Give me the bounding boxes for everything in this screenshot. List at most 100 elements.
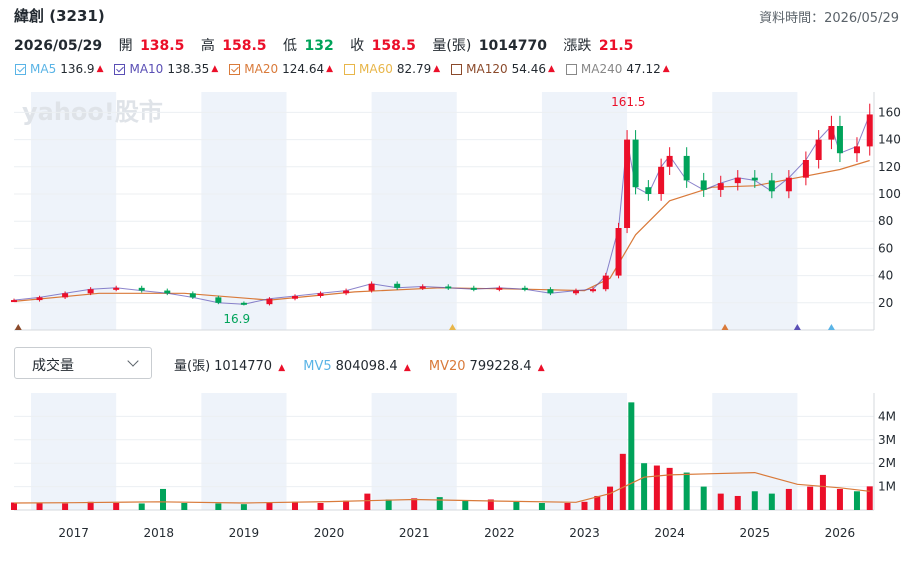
ma-name: MA60: [359, 62, 393, 76]
volume-bar: [87, 501, 94, 510]
volume-bar: [385, 499, 392, 510]
ma-legend-item-ma5[interactable]: MA5 136.9 ▲: [15, 62, 103, 76]
candle: [496, 287, 503, 290]
checkbox-icon[interactable]: [229, 63, 241, 75]
x-tick-label: 2022: [484, 526, 515, 540]
y-tick-label: 60: [878, 241, 893, 255]
candle: [624, 139, 631, 228]
checkbox-icon[interactable]: [565, 63, 577, 75]
volume-bar: [113, 502, 120, 510]
ma-value: 124.64: [282, 62, 325, 76]
volume-bar: [462, 500, 469, 510]
checkbox-icon[interactable]: [114, 63, 126, 75]
ma-legend-item-ma120[interactable]: MA120 54.46 ▲: [451, 62, 555, 76]
x-tick-label: 2023: [569, 526, 600, 540]
volume-bar: [240, 504, 247, 510]
candle: [602, 275, 609, 290]
year-band: [31, 92, 117, 330]
mv5-value: 804098.4: [335, 359, 398, 374]
y-tick-label: 100: [878, 187, 901, 201]
candle: [658, 166, 665, 194]
up-arrow-icon: ▲: [662, 64, 670, 74]
y-tick-label: 80: [878, 214, 893, 228]
x-tick-label: 2026: [825, 526, 856, 540]
volume-bar: [266, 502, 273, 510]
ma-name: MA120: [466, 62, 508, 76]
event-marker-icon: [449, 324, 457, 330]
volume-bar: [564, 502, 571, 510]
year-band: [541, 92, 628, 330]
volume-bar: [291, 501, 298, 510]
ma-legend-item-ma10[interactable]: MA10 138.35 ▲: [114, 62, 218, 76]
candle: [87, 289, 94, 294]
volume-bar: [62, 503, 69, 510]
event-marker-icon: [721, 324, 729, 330]
x-tick-label: 2019: [229, 526, 260, 540]
candle: [700, 180, 707, 190]
candle: [240, 302, 247, 305]
y-tick-label: 3M: [878, 433, 896, 447]
indicator-select[interactable]: 成交量: [14, 347, 152, 379]
checkbox-icon[interactable]: [451, 63, 463, 75]
volume-bar: [717, 493, 724, 510]
y-tick-label: 160: [878, 105, 901, 119]
up-arrow-icon: ▲: [326, 64, 334, 74]
volume-bar: [436, 497, 443, 510]
stock-title: 緯創 (3231): [14, 7, 105, 25]
volume-bar: [700, 486, 707, 510]
x-tick-label: 2020: [314, 526, 345, 540]
volume-bar: [607, 486, 614, 510]
checkbox-icon[interactable]: [344, 63, 356, 75]
candle: [853, 146, 860, 154]
candle: [785, 177, 792, 192]
candle: [547, 289, 554, 294]
y-tick-label: 40: [878, 269, 893, 283]
candle: [866, 114, 873, 147]
up-arrow-icon: ▲: [96, 64, 104, 74]
change-value: 21.5: [598, 38, 634, 54]
candle: [445, 286, 452, 289]
y-tick-label: 1M: [878, 480, 896, 494]
data-timestamp: 資料時間：2026/05/29: [759, 11, 899, 26]
candle: [215, 297, 222, 303]
min-price-label: 16.9: [223, 312, 250, 326]
mv20-value: 799228.4: [469, 359, 532, 374]
candle: [11, 300, 17, 303]
candle: [590, 289, 597, 292]
ma-legend-item-ma20[interactable]: MA20 124.64 ▲: [229, 62, 333, 76]
volume-bar: [807, 486, 814, 510]
checkbox-icon[interactable]: [15, 63, 26, 75]
event-marker-icon: [14, 324, 22, 330]
volume-bar: [819, 474, 826, 510]
volume-bar: [581, 501, 588, 510]
y-tick-label: 120: [878, 160, 901, 174]
volume-bar: [866, 486, 873, 510]
candle: [419, 286, 426, 289]
candle: [266, 298, 273, 305]
candle: [62, 293, 69, 298]
volume-bar: [734, 495, 741, 510]
mv20-arrow-icon: ▲: [537, 363, 545, 373]
volume-bar: [487, 499, 494, 510]
candle: [751, 177, 758, 181]
quote-date: 2026/05/29: [14, 38, 103, 54]
candle: [164, 290, 171, 294]
volume-bar: [594, 495, 601, 510]
x-tick-label: 2021: [399, 526, 430, 540]
volume-bar: [653, 465, 660, 510]
candle: [36, 297, 43, 301]
event-marker-icon: [827, 324, 835, 330]
volume-label: 量(張): [432, 38, 472, 54]
candle: [317, 293, 324, 296]
ma-legend-item-ma60[interactable]: MA60 82.79 ▲: [344, 62, 440, 76]
ma-legend-item-ma240[interactable]: MA240 47.12 ▲: [565, 62, 670, 76]
volume-bar: [619, 453, 626, 510]
year-band: [712, 393, 798, 510]
volume-bar: [836, 488, 843, 510]
mv20-label: MV20: [428, 359, 466, 374]
ma-name: MA5: [30, 62, 57, 76]
candle: [138, 287, 145, 291]
year-band: [712, 92, 798, 330]
chevron-down-icon: [127, 355, 139, 367]
